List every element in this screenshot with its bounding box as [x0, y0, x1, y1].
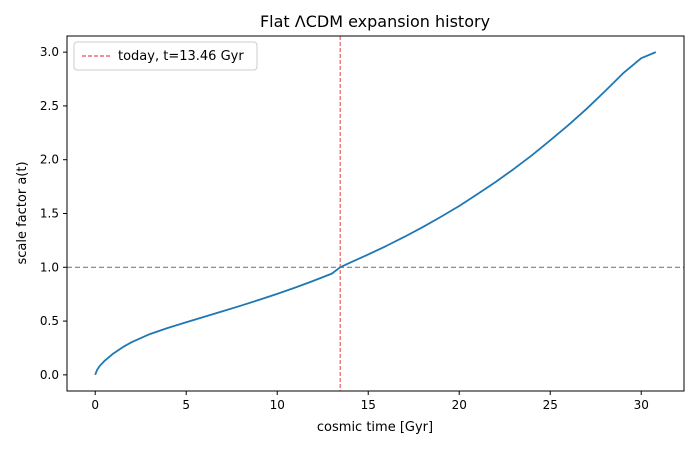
y-tick-label: 1.5 — [40, 207, 59, 221]
y-tick-label: 0.0 — [40, 368, 59, 382]
plot-area — [67, 36, 684, 391]
y-tick-label: 2.0 — [40, 153, 59, 167]
legend-label: today, t=13.46 Gyr — [118, 49, 244, 64]
x-tick-label: 5 — [182, 398, 190, 412]
x-tick-label: 15 — [361, 398, 376, 412]
y-tick-label: 2.5 — [40, 99, 59, 113]
legend: today, t=13.46 Gyr — [73, 41, 258, 71]
y-axis: 0.0 0.5 1.0 1.5 2.0 2.5 3.0 — [40, 45, 67, 382]
y-axis-label: scale factor a(t) — [15, 161, 30, 264]
x-axis: 0 5 10 15 20 25 30 — [91, 391, 649, 412]
x-tick-label: 20 — [452, 398, 467, 412]
y-tick-label: 1.0 — [40, 260, 59, 274]
x-tick-label: 30 — [634, 398, 649, 412]
legend-box — [73, 41, 258, 71]
x-tick-label: 0 — [91, 398, 99, 412]
chart-title: Flat ΛCDM expansion history — [260, 12, 490, 31]
x-tick-label: 10 — [270, 398, 285, 412]
x-tick-label: 25 — [543, 398, 558, 412]
y-tick-label: 3.0 — [40, 45, 59, 59]
y-tick-label: 0.5 — [40, 314, 59, 328]
plot-frame — [66, 35, 685, 392]
x-axis-label: cosmic time [Gyr] — [317, 420, 433, 435]
series-line — [94, 51, 657, 376]
